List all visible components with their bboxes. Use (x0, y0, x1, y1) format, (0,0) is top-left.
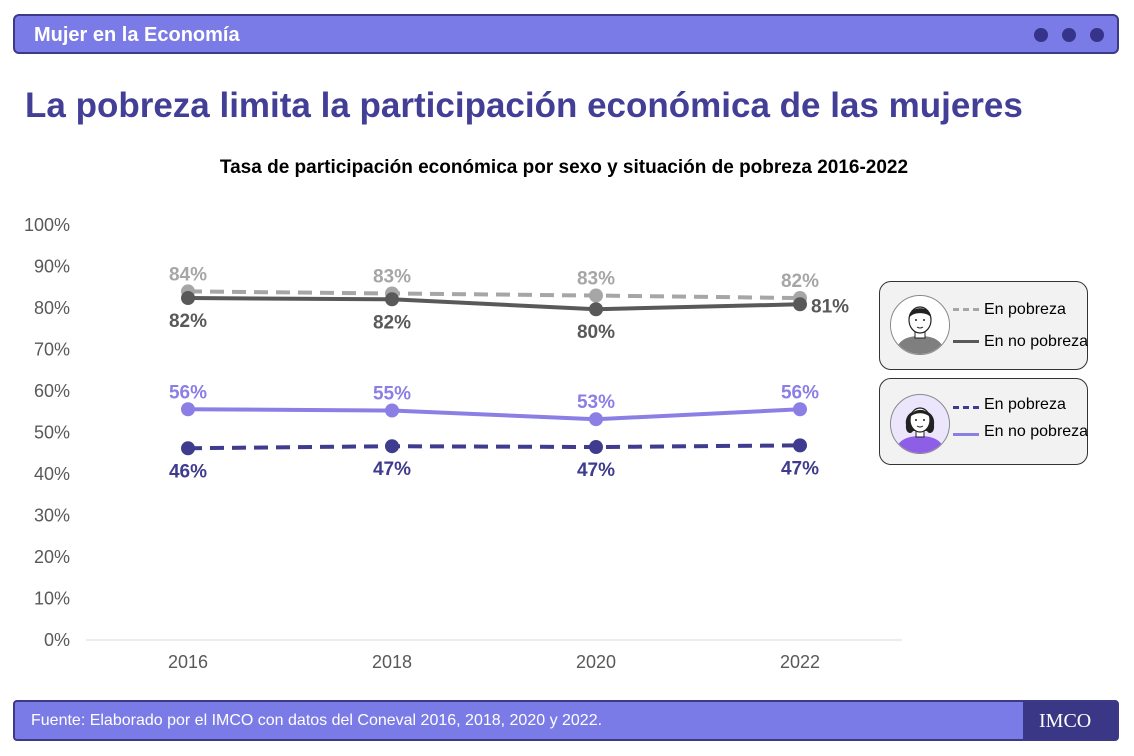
app-title: Mujer en la Economía (34, 24, 240, 46)
data-label: 82% (781, 271, 819, 292)
data-label: 47% (577, 460, 615, 481)
data-point (793, 438, 807, 453)
x-tick-label: 2020 (576, 652, 616, 672)
series-line-women-nonpoor (187, 407, 801, 422)
menu-dot-icon[interactable] (1090, 28, 1104, 42)
data-label: 53% (577, 392, 615, 413)
series-line-men-nonpoor (187, 296, 801, 312)
data-label: 84% (169, 264, 207, 285)
legend-label-men-poor: En pobreza (984, 301, 1066, 318)
data-point (589, 288, 603, 303)
data-label: 82% (373, 312, 411, 333)
data-point (385, 403, 399, 418)
data-label: 83% (577, 269, 615, 290)
y-tick-label: 80% (34, 298, 70, 318)
man-avatar-icon (890, 295, 950, 355)
woman-avatar-icon (890, 394, 950, 454)
legend-swatch-solid (953, 433, 979, 436)
legend-swatch-solid (953, 340, 979, 343)
imco-logo: IMCO (1023, 702, 1117, 739)
y-tick-label: 10% (34, 589, 70, 609)
menu-dot-icon[interactable] (1034, 28, 1048, 42)
menu-dot-icon[interactable] (1062, 28, 1076, 42)
legend-women: En pobreza En no pobreza (879, 378, 1088, 465)
series-line-women-poor (187, 443, 801, 451)
data-label: 56% (781, 382, 819, 403)
legend-label-women-poor: En pobreza (984, 396, 1066, 413)
legend-label-men-nonpoor: En no pobreza (984, 333, 1089, 350)
data-label: 83% (373, 266, 411, 287)
page-title: La pobreza limita la participación econó… (25, 86, 1023, 125)
footer-bar: Fuente: Elaborado por el IMCO con datos … (13, 700, 1119, 741)
data-point (385, 439, 399, 454)
data-label: 47% (781, 458, 819, 479)
data-label: 56% (169, 382, 207, 403)
y-tick-label: 20% (34, 547, 70, 567)
y-tick-label: 70% (34, 340, 70, 360)
y-tick-label: 60% (34, 381, 70, 401)
y-tick-label: 30% (34, 506, 70, 526)
y-tick-label: 40% (34, 464, 70, 484)
source-note: Fuente: Elaborado por el IMCO con datos … (31, 712, 603, 729)
data-label: 46% (169, 461, 207, 482)
line-chart: 0% 10% 20% 30% 40% 50% 60% 70% 80% 90% 100% 2016 201… (24, 215, 902, 672)
y-tick-label: 90% (34, 257, 70, 277)
logo-text: IMCO (1039, 710, 1092, 732)
data-label: 81% (811, 296, 849, 317)
data-label: 55% (373, 384, 411, 405)
header-bar: Mujer en la Economía (13, 14, 1119, 54)
data-label: 47% (373, 459, 411, 480)
x-tick-label: 2022 (780, 652, 820, 672)
y-tick-label: 100% (24, 215, 70, 235)
data-label: 80% (577, 322, 615, 343)
x-tick-label: 2016 (168, 652, 208, 672)
data-label: 82% (169, 311, 207, 332)
data-point (589, 440, 603, 455)
legend-swatch-dashed (953, 406, 979, 409)
y-tick-label: 0% (44, 630, 70, 650)
data-point (181, 441, 195, 456)
data-point (589, 412, 603, 427)
y-tick-label: 50% (34, 423, 70, 443)
data-point (793, 402, 807, 417)
data-point (589, 302, 603, 317)
chart-title: Tasa de participación económica por sexo… (219, 157, 909, 178)
data-point (181, 291, 195, 306)
data-point (793, 297, 807, 312)
data-point (181, 402, 195, 417)
legend-swatch-dashed (953, 308, 979, 311)
legend-men: En pobreza En no pobreza (879, 281, 1088, 370)
x-tick-label: 2018 (372, 652, 412, 672)
series-line-men-poor (187, 289, 801, 301)
data-point (385, 292, 399, 307)
legend-label-women-nonpoor: En no pobreza (984, 423, 1089, 440)
